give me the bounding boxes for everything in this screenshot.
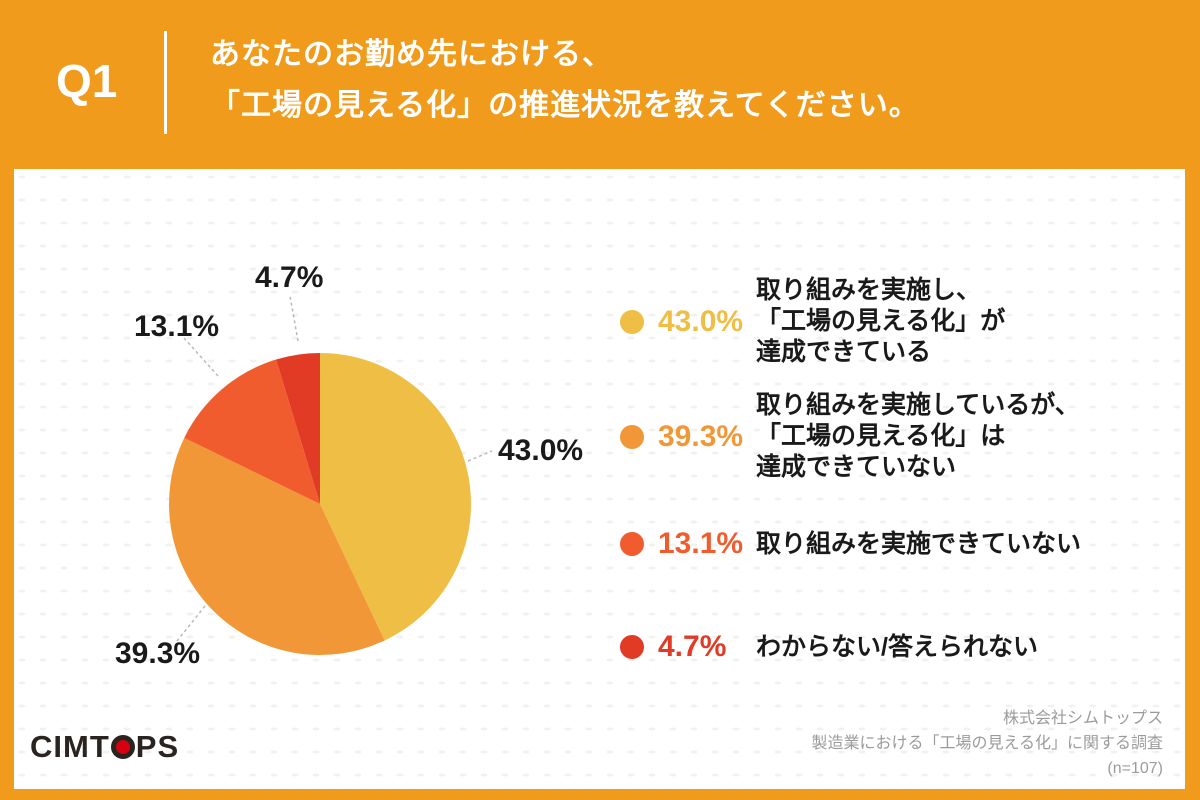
legend-percent-3: 13.1% xyxy=(658,527,744,560)
question-title-line2: 「工場の見える化」の推進状況を教えてください。 xyxy=(210,89,920,122)
leader-line-39 xyxy=(176,605,206,642)
legend-label-4: わからない/答えられない xyxy=(756,632,1038,661)
legend-label-1: 取り組みを実施し、 「工場の見える化」が 達成できている xyxy=(756,275,1005,368)
pie-slice-1 xyxy=(320,353,471,641)
survey-source: 株式会社シムトップス 製造業における「工場の見える化」に関する調査 (n=107… xyxy=(811,706,1163,781)
legend-label-1-line2: 「工場の見える化」が xyxy=(756,307,1006,335)
legend-label-1-line3: 達成できている xyxy=(756,338,932,366)
legend-label-2-line3: 達成できていない xyxy=(756,453,957,481)
logo-text-right: PS xyxy=(135,729,180,764)
logo-text-left: CIMT xyxy=(30,729,110,764)
legend-item-2: 39.3% 取り組みを実施しているが、 「工場の見える化」は 達成できていない xyxy=(620,390,1080,483)
legend-percent-2: 39.3% xyxy=(658,419,744,453)
question-header: Q1 あなたのお勤め先における、 「工場の見える化」の推進状況を教えてください。 xyxy=(0,0,1200,169)
question-number: Q1 xyxy=(56,55,118,107)
legend-dot-3 xyxy=(620,532,644,556)
leader-line-13 xyxy=(183,337,219,377)
legend-percent-4: 4.7% xyxy=(658,630,727,663)
source-sample-size: (n=107) xyxy=(1107,760,1163,777)
legend-dot-1 xyxy=(620,309,644,334)
legend-dot-2 xyxy=(620,424,644,449)
pie-chart xyxy=(168,295,493,655)
legend-label-1-line1: 取り組みを実施し、 xyxy=(756,276,982,304)
source-survey-name: 製造業における「工場の見える化」に関する調査 xyxy=(811,735,1163,752)
pie-slice-2 xyxy=(168,437,385,655)
pie-slice-4 xyxy=(276,353,320,504)
legend-label-3: 取り組みを実施できていない xyxy=(756,529,1082,558)
legend-label-2-line1: 取り組みを実施しているが、 xyxy=(756,391,1080,419)
pie-label-13: 13.1% xyxy=(134,310,220,343)
pie-label-39: 39.3% xyxy=(115,637,201,670)
question-title-line1: あなたのお勤め先における、 xyxy=(210,38,613,71)
pie-label-43: 43.0% xyxy=(498,434,584,467)
legend-dot-4 xyxy=(620,635,644,659)
legend-item-1: 43.0% 取り組みを実施し、 「工場の見える化」が 達成できている xyxy=(620,275,1005,368)
legend-percent-1: 43.0% xyxy=(658,304,744,338)
chart-card: 43.0% 39.3% 13.1% 4.7% 43.0% 取り組みを実施し、 「… xyxy=(14,169,1185,789)
leader-line-43 xyxy=(467,450,493,462)
leader-line-4 xyxy=(289,295,299,342)
pie-label-4: 4.7% xyxy=(255,261,324,294)
logo-o-icon xyxy=(110,735,135,759)
question-title: あなたのお勤め先における、 「工場の見える化」の推進状況を教えてください。 xyxy=(210,29,920,131)
pie-slice-3 xyxy=(184,359,320,504)
header-divider xyxy=(164,31,167,134)
legend-label-2-line2: 「工場の見える化」は xyxy=(756,422,1006,450)
cimtops-logo: CIMT PS xyxy=(30,729,179,765)
source-company: 株式会社シムトップス xyxy=(1002,710,1163,727)
legend-label-2: 取り組みを実施しているが、 「工場の見える化」は 達成できていない xyxy=(756,390,1080,483)
legend-item-3: 13.1% 取り組みを実施できていない xyxy=(620,527,1081,561)
legend-item-4: 4.7% わからない/答えられない xyxy=(620,630,1038,664)
